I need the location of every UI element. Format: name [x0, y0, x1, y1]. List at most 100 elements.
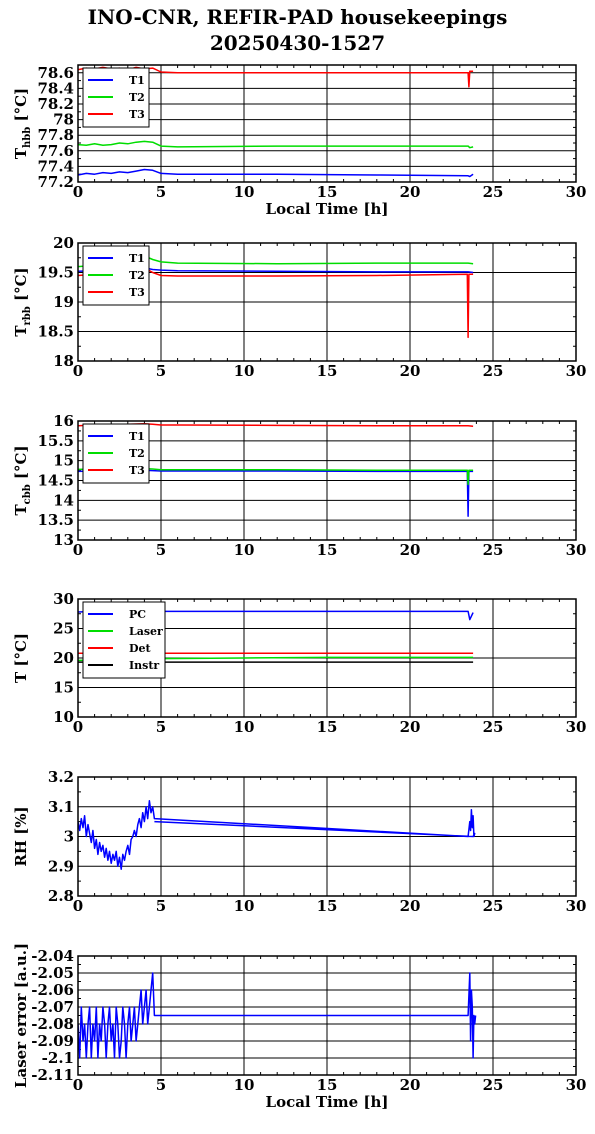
y-tick-label: 77.8: [37, 126, 74, 144]
series-group: [78, 800, 476, 870]
x-tick-label: 30: [566, 718, 587, 736]
y-axis-label: Trbb [°C]: [12, 267, 33, 336]
legend-label-t3: T3: [129, 286, 145, 299]
y-tick-label: 78.2: [37, 95, 74, 113]
x-tick-label: 30: [566, 183, 587, 201]
x-tick-label: 20: [400, 362, 421, 380]
y-tick-label: -2.11: [31, 1066, 74, 1084]
x-axis-label: Local Time [h]: [266, 1093, 389, 1111]
legend-label-laser: Laser: [129, 625, 163, 638]
y-tick-label: 14.5: [37, 472, 74, 490]
y-tick-label: 18: [53, 352, 74, 370]
y-tick-label: 10: [53, 708, 74, 726]
y-axis-label: Thbb [°C]: [12, 88, 33, 159]
y-tick-label: 18.5: [37, 323, 74, 341]
plot-frame: [77, 955, 577, 1076]
x-tick-label: 20: [400, 541, 421, 559]
x-tick-label: 20: [400, 183, 421, 201]
x-tick-label: 25: [483, 362, 504, 380]
y-tick-label: 15: [53, 679, 74, 697]
y-tick-label: -2.04: [31, 947, 74, 965]
y-tick-label: 13.5: [37, 511, 74, 529]
legend-box: [82, 67, 150, 128]
series-line-t2: [78, 140, 474, 149]
x-tick-label: 5: [156, 897, 166, 915]
x-tick-label: 15: [317, 541, 338, 559]
y-tick-label: 77.2: [37, 173, 74, 191]
y-tick-label: 15: [53, 452, 74, 470]
x-tick-label: 5: [156, 1076, 166, 1094]
title-line-2: 20250430-1527: [209, 31, 386, 55]
series-line-1: [78, 972, 477, 1059]
x-tick-label: 15: [317, 718, 338, 736]
x-tick-label: 25: [483, 183, 504, 201]
y-tick-label: 20: [53, 649, 74, 667]
legend-label-t2: T2: [129, 269, 145, 282]
x-tick-label: 15: [317, 897, 338, 915]
x-tick-label: 0: [73, 541, 83, 559]
chart-panel-6: 0 5 10 15 20 25 30-2.11-2.1-2.09-2.08-2.07-2.0…: [12, 943, 586, 1111]
legend: PC Laser Det Instr: [82, 601, 166, 679]
x-tick-label: 30: [566, 541, 587, 559]
x-tick-label: 30: [566, 897, 587, 915]
y-tick-label: 14: [53, 491, 74, 509]
y-tick-label: -2.08: [31, 1015, 74, 1033]
legend-label-t3: T3: [129, 464, 145, 477]
y-tick-label: -2.09: [31, 1032, 74, 1050]
plot-frame: [77, 598, 577, 718]
y-tick-label: 78: [53, 111, 74, 129]
legend-label-t3: T3: [129, 108, 145, 121]
chart-panel-1: 0 5 10 15 20 25 30 77.277.477.677.87878.278.478…: [12, 64, 586, 218]
legend-label-t2: T2: [129, 447, 145, 460]
legend-label-det: Det: [129, 642, 152, 655]
plot-frame: [77, 420, 577, 541]
chart-panel-5: 0 5 10 15 20 25 30 2.8 2.9 3 3.1 3.2 RH [%]: [12, 768, 586, 915]
x-tick-label: 10: [234, 1076, 255, 1094]
x-tick-label: 0: [73, 1076, 83, 1094]
y-tick-label: 19.5: [37, 264, 74, 282]
x-tick-label: 10: [234, 362, 255, 380]
x-tick-label: 10: [234, 541, 255, 559]
legend-label-t1: T1: [129, 74, 145, 87]
x-tick-label: 5: [156, 362, 166, 380]
x-tick-label: 0: [73, 362, 83, 380]
y-tick-label: 78.4: [37, 79, 74, 97]
x-tick-label: 5: [156, 183, 166, 201]
legend-label-instr: Instr: [129, 659, 159, 672]
x-tick-label: 10: [234, 897, 255, 915]
legend: T1 T2 T3: [82, 423, 150, 484]
x-tick-label: 15: [317, 1076, 338, 1094]
x-tick-label: 25: [483, 718, 504, 736]
x-tick-label: 20: [400, 718, 421, 736]
legend-label-t1: T1: [129, 430, 145, 443]
y-tick-label: -2.06: [31, 981, 74, 999]
y-axis-label: Laser error [a.u.]: [12, 943, 30, 1088]
x-tick-label: 10: [234, 183, 255, 201]
x-tick-label: 20: [400, 1076, 421, 1094]
x-tick-label: 0: [73, 183, 83, 201]
y-tick-label: 30: [53, 590, 74, 608]
x-tick-label: 25: [483, 541, 504, 559]
y-tick-label: 2.9: [48, 857, 74, 875]
y-tick-label: -2.07: [31, 998, 74, 1016]
y-tick-label: 78.6: [37, 64, 74, 82]
y-tick-label: 19: [53, 293, 74, 311]
series-line-t1: [78, 168, 474, 178]
y-tick-label: 25: [53, 620, 74, 638]
x-tick-label: 10: [234, 718, 255, 736]
legend-label-t2: T2: [129, 91, 145, 104]
x-tick-label: 25: [483, 897, 504, 915]
title-line-1: INO-CNR, REFIR-PAD housekeepings: [87, 5, 508, 29]
plot-frame: [77, 64, 577, 183]
y-tick-label: 3.2: [48, 768, 74, 786]
y-tick-label: -2.05: [31, 964, 74, 982]
y-tick-label: 20: [53, 234, 74, 252]
x-tick-label: 20: [400, 897, 421, 915]
y-tick-label: 15.5: [37, 432, 74, 450]
y-axis-label: RH [%]: [12, 806, 30, 866]
legend: T1 T2 T3: [82, 67, 150, 128]
x-tick-label: 15: [317, 183, 338, 201]
y-axis-label: T [°C]: [12, 633, 30, 683]
